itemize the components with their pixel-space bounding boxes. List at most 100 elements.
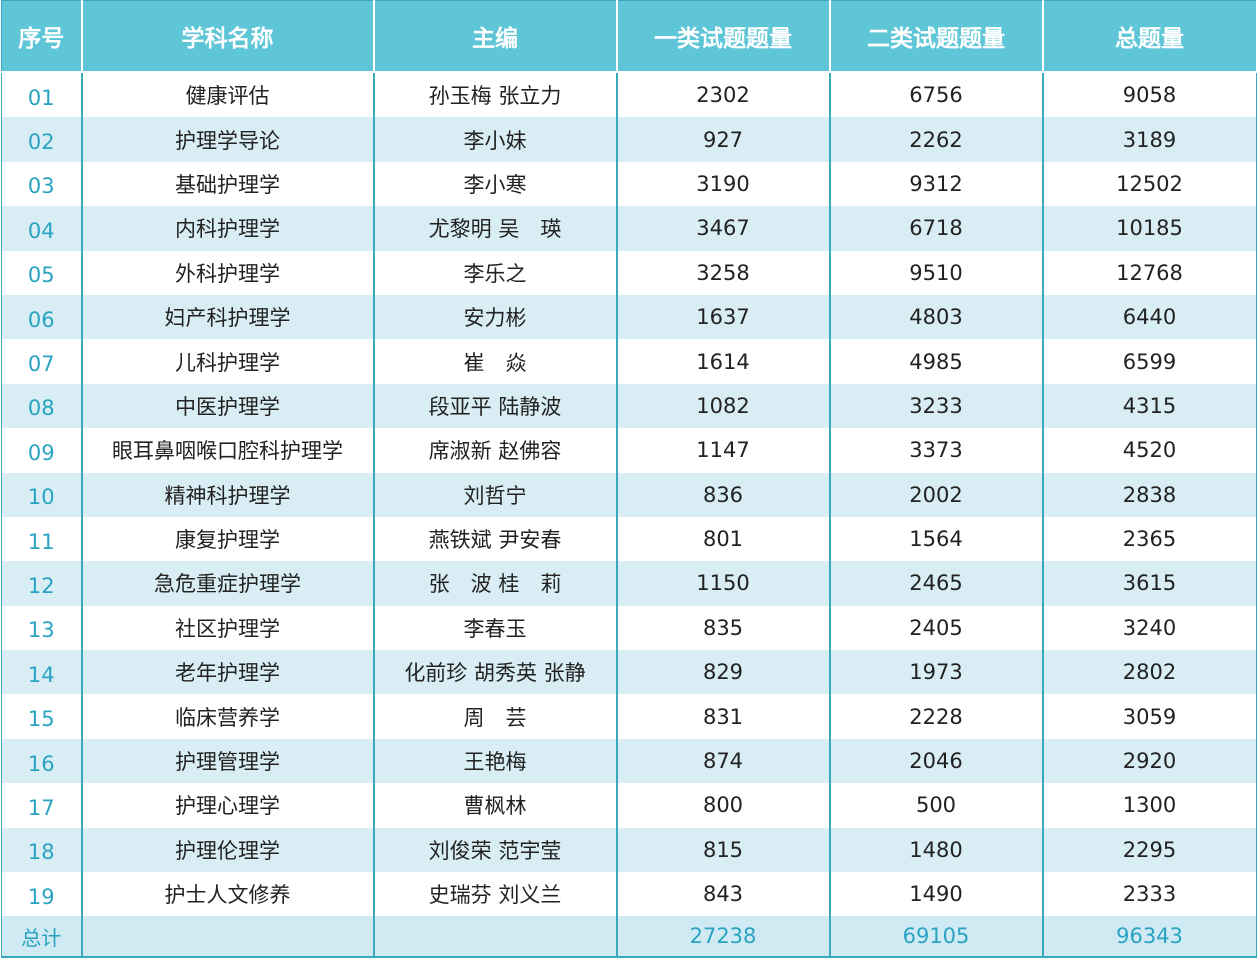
subject-name: 老年护理学 [80, 650, 375, 695]
table-row: 16 护理管理学 王艳梅 874 2046 2920 [1, 738, 1257, 784]
subject-name: 护理伦理学 [80, 827, 375, 873]
total-count: 3059 [1041, 694, 1257, 739]
total-count: 3615 [1041, 561, 1257, 606]
type2-count: 1480 [828, 827, 1044, 873]
type1-count: 843 [615, 872, 831, 917]
total-row: 总计 27238 69105 96343 [1, 916, 1257, 958]
subject-name: 内科护理学 [80, 206, 375, 251]
type2-count: 2002 [828, 472, 1044, 517]
total-type2-count: 69105 [828, 916, 1044, 958]
col-header-index: 序号 [1, 0, 83, 73]
total-count: 2920 [1041, 738, 1257, 784]
table-row: 19 护士人文修养 史瑞芬 刘义兰 843 1490 2333 [1, 872, 1257, 917]
row-index: 02 [1, 117, 83, 162]
chief-editor: 史瑞芬 刘义兰 [372, 872, 618, 917]
type2-count: 4803 [828, 294, 1044, 340]
type2-count: 9510 [828, 250, 1044, 295]
type1-count: 1614 [615, 339, 831, 384]
type2-count: 1490 [828, 872, 1044, 917]
chief-editor: 刘俊荣 范宇莹 [372, 827, 618, 873]
total-count: 6599 [1041, 339, 1257, 384]
chief-editor: 李小寒 [372, 161, 618, 207]
total-editor-cell [372, 916, 618, 958]
chief-editor: 王艳梅 [372, 738, 618, 784]
row-index: 14 [1, 650, 83, 695]
total-count: 2295 [1041, 827, 1257, 873]
total-count: 4520 [1041, 428, 1257, 473]
table-row: 03 基础护理学 李小寒 3190 9312 12502 [1, 161, 1257, 207]
type1-count: 3258 [615, 250, 831, 295]
total-type1-count: 27238 [615, 916, 831, 958]
row-index: 11 [1, 516, 83, 562]
type1-count: 800 [615, 783, 831, 828]
row-index: 04 [1, 206, 83, 251]
total-count: 10185 [1041, 206, 1257, 251]
row-index: 01 [1, 72, 83, 118]
type2-count: 500 [828, 783, 1044, 828]
type2-count: 2228 [828, 694, 1044, 739]
row-index: 18 [1, 827, 83, 873]
table-row: 05 外科护理学 李乐之 3258 9510 12768 [1, 250, 1257, 295]
row-index: 06 [1, 294, 83, 340]
subject-name: 眼耳鼻咽喉口腔科护理学 [80, 428, 375, 473]
table-row: 18 护理伦理学 刘俊荣 范宇莹 815 1480 2295 [1, 827, 1257, 873]
table-row: 10 精神科护理学 刘哲宁 836 2002 2838 [1, 472, 1257, 517]
type1-count: 2302 [615, 72, 831, 118]
subject-name: 社区护理学 [80, 605, 375, 651]
table-row: 06 妇产科护理学 安力彬 1637 4803 6440 [1, 294, 1257, 340]
type2-count: 2405 [828, 605, 1044, 651]
total-count: 2802 [1041, 650, 1257, 695]
row-index: 16 [1, 738, 83, 784]
chief-editor: 段亚平 陆静波 [372, 383, 618, 429]
type1-count: 1150 [615, 561, 831, 606]
type1-count: 1637 [615, 294, 831, 340]
type1-count: 836 [615, 472, 831, 517]
col-header-type1-count: 一类试题题量 [615, 0, 831, 73]
chief-editor: 安力彬 [372, 294, 618, 340]
table-row: 14 老年护理学 化前珍 胡秀英 张静 829 1973 2802 [1, 650, 1257, 695]
total-count: 2365 [1041, 516, 1257, 562]
table-row: 13 社区护理学 李春玉 835 2405 3240 [1, 605, 1257, 651]
chief-editor: 燕铁斌 尹安春 [372, 516, 618, 562]
chief-editor: 席淑新 赵佛容 [372, 428, 618, 473]
table-row: 02 护理学导论 李小妹 927 2262 3189 [1, 117, 1257, 162]
total-count: 12768 [1041, 250, 1257, 295]
type1-count: 801 [615, 516, 831, 562]
table-row: 15 临床营养学周 芸 831 2228 3059 [1, 694, 1257, 739]
total-count: 3189 [1041, 117, 1257, 162]
type2-count: 3233 [828, 383, 1044, 429]
subject-name: 护理管理学 [80, 738, 375, 784]
total-subject-cell [80, 916, 375, 958]
type2-count: 2465 [828, 561, 1044, 606]
row-index: 19 [1, 872, 83, 917]
type2-count: 6756 [828, 72, 1044, 118]
type2-count: 4985 [828, 339, 1044, 384]
total-count: 9058 [1041, 72, 1257, 118]
total-count: 6440 [1041, 294, 1257, 340]
subject-name: 康复护理学 [80, 516, 375, 562]
row-index: 10 [1, 472, 83, 517]
chief-editor: 周 芸 [372, 694, 618, 739]
subject-name: 基础护理学 [80, 161, 375, 207]
total-count: 2838 [1041, 472, 1257, 517]
table-row: 04 内科护理学 尤黎明 吴 瑛 3467 6718 10185 [1, 206, 1257, 251]
total-label: 总计 [1, 916, 83, 958]
header-row: 序号 学科名称 主编 一类试题题量 二类试题题量 总题量 [1, 0, 1257, 73]
type1-count: 874 [615, 738, 831, 784]
chief-editor: 曹枫林 [372, 783, 618, 828]
table-row: 11 康复护理学 燕铁斌 尹安春 801 1564 2365 [1, 516, 1257, 562]
type1-count: 3190 [615, 161, 831, 207]
table-row: 12 急危重症护理学张 波 桂 莉 1150 2465 3615 [1, 561, 1257, 606]
chief-editor: 刘哲宁 [372, 472, 618, 517]
col-header-subject: 学科名称 [80, 0, 375, 73]
type2-count: 3373 [828, 428, 1044, 473]
subject-name: 外科护理学 [80, 250, 375, 295]
row-index: 09 [1, 428, 83, 473]
subject-name: 妇产科护理学 [80, 294, 375, 340]
table-row: 01 健康评估 孙玉梅 张立力 2302 6756 9058 [1, 72, 1257, 118]
type1-count: 3467 [615, 206, 831, 251]
row-index: 15 [1, 694, 83, 739]
subject-name: 儿科护理学 [80, 339, 375, 384]
row-index: 03 [1, 161, 83, 207]
